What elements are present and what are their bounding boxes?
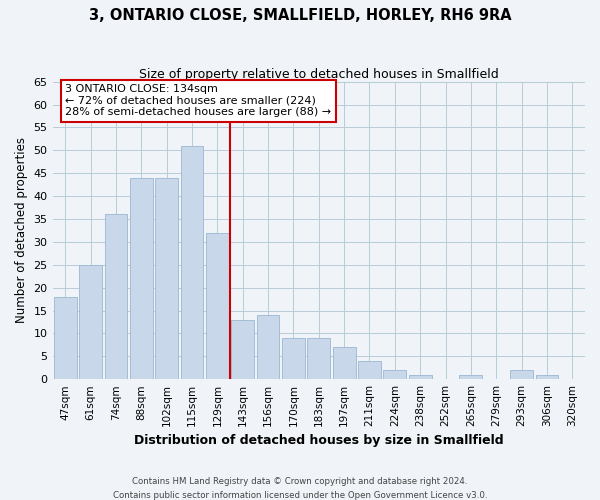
Bar xyxy=(358,361,381,379)
Bar xyxy=(231,320,254,379)
Bar xyxy=(307,338,330,379)
Bar xyxy=(333,347,356,379)
Bar xyxy=(155,178,178,379)
Bar xyxy=(257,315,280,379)
Bar xyxy=(130,178,152,379)
Bar xyxy=(536,374,559,379)
Title: Size of property relative to detached houses in Smallfield: Size of property relative to detached ho… xyxy=(139,68,499,80)
Text: Contains HM Land Registry data © Crown copyright and database right 2024.
Contai: Contains HM Land Registry data © Crown c… xyxy=(113,478,487,500)
Bar xyxy=(409,374,431,379)
Bar xyxy=(79,265,102,379)
Text: 3 ONTARIO CLOSE: 134sqm
← 72% of detached houses are smaller (224)
28% of semi-d: 3 ONTARIO CLOSE: 134sqm ← 72% of detache… xyxy=(65,84,331,117)
Bar xyxy=(383,370,406,379)
Text: 3, ONTARIO CLOSE, SMALLFIELD, HORLEY, RH6 9RA: 3, ONTARIO CLOSE, SMALLFIELD, HORLEY, RH… xyxy=(89,8,511,22)
Y-axis label: Number of detached properties: Number of detached properties xyxy=(15,138,28,324)
Bar xyxy=(282,338,305,379)
Bar xyxy=(206,232,229,379)
Bar xyxy=(54,297,77,379)
Bar xyxy=(460,374,482,379)
Bar xyxy=(510,370,533,379)
Bar xyxy=(181,146,203,379)
Bar xyxy=(104,214,127,379)
X-axis label: Distribution of detached houses by size in Smallfield: Distribution of detached houses by size … xyxy=(134,434,503,448)
